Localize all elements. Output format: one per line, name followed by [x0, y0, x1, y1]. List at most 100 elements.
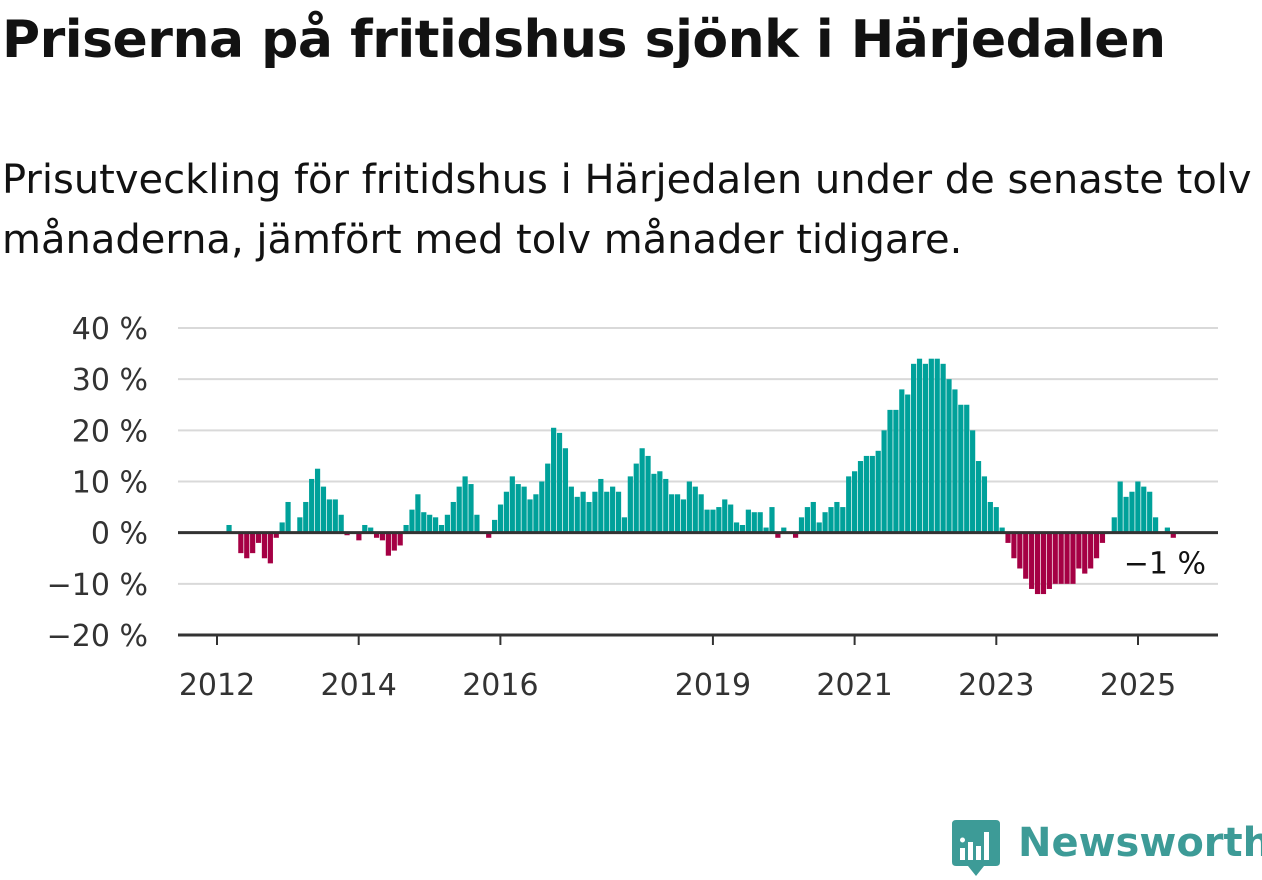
bar: [1088, 532, 1094, 569]
bar: [692, 486, 698, 533]
y-tick-label: 0 %: [91, 517, 148, 552]
y-tick-label: −20 %: [47, 619, 148, 654]
bar: [857, 461, 864, 533]
bar: [645, 455, 651, 533]
gridlines: [178, 327, 1218, 585]
bar: [834, 501, 840, 533]
bar: [592, 491, 598, 533]
bar: [1046, 532, 1052, 589]
bar: [1052, 532, 1058, 584]
bar: [255, 532, 262, 543]
bar: [716, 507, 722, 533]
bar: [934, 358, 940, 533]
bar: [975, 461, 982, 533]
bar: [1117, 481, 1123, 533]
y-tick-label: 20 %: [72, 414, 148, 449]
bar: [314, 468, 321, 533]
bar: [763, 527, 769, 533]
bar: [515, 484, 521, 533]
bar: [798, 517, 805, 533]
bar: [804, 507, 810, 533]
x-tick-label: 2023: [958, 668, 1034, 703]
bar: [710, 509, 716, 533]
bar: [556, 432, 563, 533]
bar: [238, 532, 244, 554]
bar: [792, 532, 799, 538]
bar: [521, 486, 527, 533]
bar: [1011, 532, 1017, 559]
x-tick-label: 2019: [675, 668, 751, 703]
bar: [657, 471, 663, 533]
newsworthy-chart-bubble-icon: [952, 820, 1000, 876]
bar: [1147, 491, 1153, 533]
bar: [456, 486, 462, 533]
bar: [1005, 532, 1011, 543]
bar: [368, 527, 374, 533]
bar: [639, 448, 645, 533]
bar: [444, 514, 450, 533]
bar: [244, 532, 250, 559]
bar-chart: 40 % 30 % 20 % 10 % 0 % −10 % −20 % 2012 2014 201…: [47, 312, 1218, 703]
bar: [379, 532, 386, 541]
bar: [438, 524, 445, 533]
y-tick-label: 10 %: [72, 466, 148, 501]
bar: [373, 532, 380, 538]
bar: [1082, 532, 1088, 574]
bar: [267, 532, 273, 564]
bar: [297, 517, 303, 533]
bar: [1164, 527, 1170, 533]
bar: [810, 501, 816, 533]
bar: [745, 509, 751, 533]
newsworthy-logo: Newsworthy: [950, 816, 1262, 876]
bar: [415, 494, 421, 533]
bar: [433, 517, 439, 533]
bar: [1123, 496, 1129, 533]
bar: [309, 478, 315, 533]
bar: [421, 512, 427, 533]
bar: [427, 514, 433, 533]
bar: [397, 532, 403, 546]
bar: [899, 389, 905, 533]
bar: [704, 509, 710, 533]
bar: [332, 499, 338, 533]
bar: [285, 501, 291, 533]
bar: [905, 394, 911, 533]
bar: [822, 512, 828, 533]
bar: [1093, 532, 1100, 559]
bar: [474, 514, 480, 533]
bar: [1017, 532, 1023, 569]
bar: [733, 522, 740, 533]
bar: [326, 499, 332, 533]
bar: [633, 463, 639, 533]
bar: [1040, 532, 1047, 595]
x-tick-label: 2021: [816, 668, 892, 703]
bar: [403, 524, 409, 533]
bar: [604, 491, 610, 533]
bar: [911, 363, 917, 533]
bar: [391, 532, 397, 551]
bar: [663, 478, 669, 533]
bar: [952, 389, 958, 533]
bar: [362, 524, 368, 533]
bar: [261, 532, 268, 559]
bar: [916, 358, 923, 533]
bar: [751, 512, 757, 533]
bar: [356, 532, 362, 541]
chart-subtitle: Prisutveckling för fritidshus i Härjedal…: [2, 157, 1252, 263]
x-tick-label: 2014: [321, 668, 397, 703]
bar: [852, 471, 858, 533]
bar: [981, 476, 988, 533]
bar: [669, 494, 675, 533]
bar: [1152, 517, 1159, 533]
y-tick-label: 30 %: [72, 363, 148, 398]
bar: [722, 499, 728, 533]
bar: [539, 481, 545, 533]
bar: [610, 486, 616, 533]
bar: [497, 504, 504, 533]
bar: [338, 514, 344, 533]
chart-title: Priserna på fritidshus sjönk i Härjedale…: [2, 10, 1166, 70]
bar: [893, 409, 899, 533]
bar: [1170, 532, 1176, 538]
x-tick-label: 2012: [179, 668, 255, 703]
bar: [279, 522, 285, 533]
